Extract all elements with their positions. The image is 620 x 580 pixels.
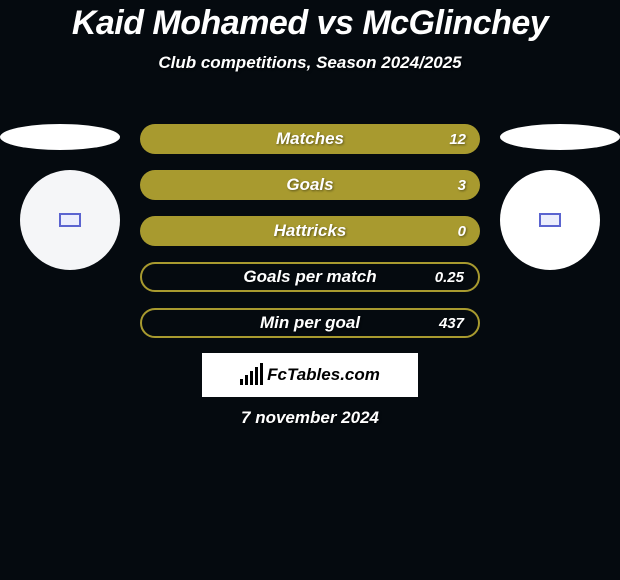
- footer-date: 7 november 2024: [0, 408, 620, 428]
- player-pedestal-left: [0, 124, 120, 150]
- bar-segment: [240, 379, 243, 385]
- stat-value: 0: [458, 223, 466, 240]
- club-crest-right: [500, 170, 600, 270]
- stat-label: Min per goal: [260, 313, 360, 333]
- stat-row: Matches 12: [140, 124, 480, 154]
- bars-icon: [240, 365, 263, 385]
- bar-segment: [255, 367, 258, 385]
- placeholder-flag-icon: [59, 213, 81, 227]
- player-pedestal-right: [500, 124, 620, 150]
- stat-label: Goals per match: [243, 267, 376, 287]
- stat-row: Goals 3: [140, 170, 480, 200]
- stat-label: Matches: [276, 129, 344, 149]
- page-title: Kaid Mohamed vs McGlinchey: [0, 0, 620, 43]
- brand-box[interactable]: FcTables.com: [202, 353, 418, 397]
- brand-text: FcTables.com: [267, 365, 380, 385]
- stats-container: Matches 12 Goals 3 Hattricks 0 Goals per match…: [140, 124, 480, 338]
- page-subtitle: Club competitions, Season 2024/2025: [0, 53, 620, 73]
- stat-label: Goals: [286, 175, 333, 195]
- stat-value: 12: [449, 131, 466, 148]
- stat-row: Min per goal 437: [140, 308, 480, 338]
- bar-segment: [245, 375, 248, 385]
- club-crest-left: [20, 170, 120, 270]
- bar-segment: [250, 371, 253, 385]
- bar-segment: [260, 363, 263, 385]
- stat-value: 3: [458, 177, 466, 194]
- stat-row: Goals per match 0.25: [140, 262, 480, 292]
- stat-value: 0.25: [435, 269, 464, 286]
- placeholder-flag-icon: [539, 213, 561, 227]
- stat-value: 437: [439, 315, 464, 332]
- stat-label: Hattricks: [274, 221, 347, 241]
- stat-row: Hattricks 0: [140, 216, 480, 246]
